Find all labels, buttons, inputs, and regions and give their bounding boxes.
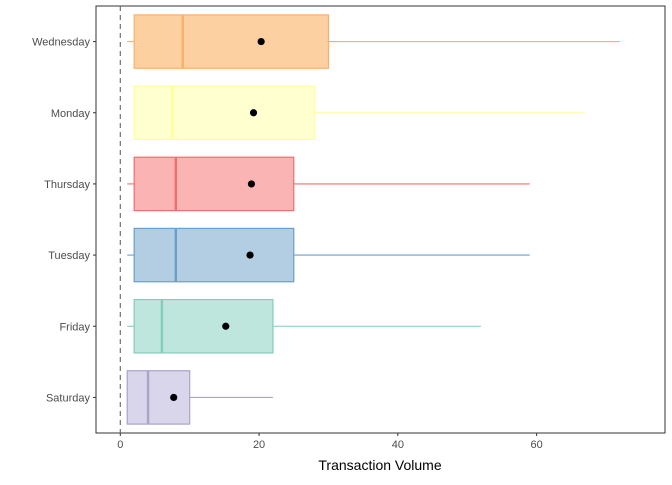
x-axis: 0 20 40 60: [117, 433, 543, 451]
box-thursday: [127, 156, 530, 212]
mean-point-tuesday: [246, 251, 254, 259]
x-tick-label-0: 0: [117, 439, 123, 451]
x-axis-title: Transaction Volume: [318, 457, 441, 473]
mean-point-saturday: [170, 393, 178, 402]
x-tick-label-40: 40: [392, 439, 404, 451]
iqr-box-tuesday: [133, 227, 295, 283]
plot-panel: [95, 5, 666, 434]
mean-point-wednesday: [257, 37, 265, 46]
box-wednesday: [127, 14, 620, 69]
box-friday: [127, 298, 482, 354]
y-tick-label-tuesday: Tuesday: [48, 250, 90, 262]
mean-point-thursday: [247, 180, 256, 188]
y-tick-label-saturday: Saturday: [46, 392, 91, 404]
mean-point-friday: [222, 322, 230, 330]
y-tick-label-friday: Friday: [59, 321, 90, 333]
iqr-box-thursday: [133, 156, 295, 212]
box-tuesday: [127, 227, 530, 283]
y-tick-label-wednesday: Wednesday: [32, 37, 90, 49]
iqr-box-friday: [133, 298, 274, 354]
x-tick-label-60: 60: [531, 439, 543, 451]
y-axis: Wednesday Monday Thursday Tuesday Friday Satu…: [32, 37, 96, 404]
x-tick-label-20: 20: [253, 439, 265, 451]
y-tick-label-thursday: Thursday: [44, 179, 90, 191]
box-saturday: [126, 370, 273, 425]
iqr-box-saturday: [126, 370, 191, 425]
box-monday: [133, 85, 586, 141]
mean-point-monday: [249, 109, 258, 117]
y-tick-label-monday: Monday: [51, 108, 91, 120]
boxes-layer: [119, 6, 620, 433]
iqr-box-wednesday: [133, 14, 330, 69]
iqr-box-monday: [133, 85, 316, 141]
